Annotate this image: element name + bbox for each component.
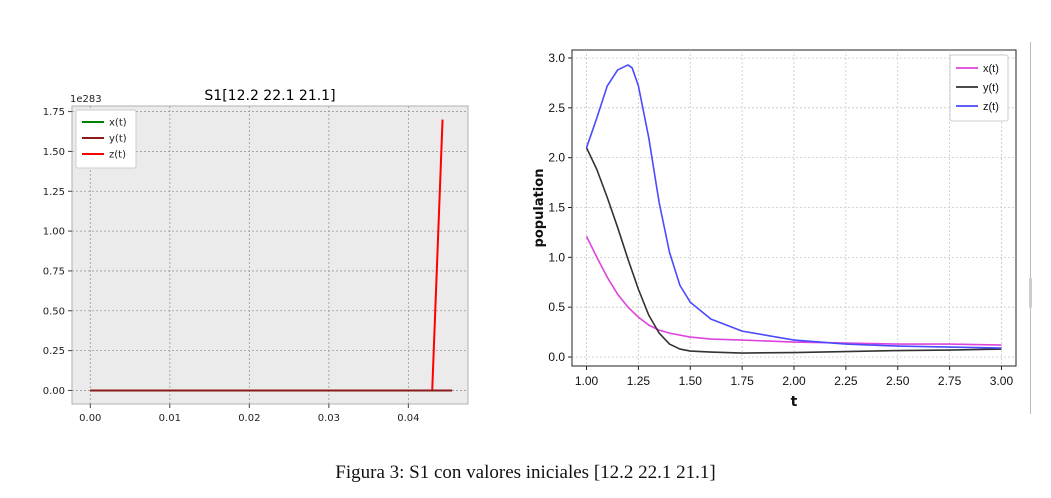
right-chart: 1.00 1.25 1.50 1.75 2.00 2.25 2.50 2.75 3.00 0.0 0…: [532, 49, 1017, 410]
y-tick-label-4: 1.00: [43, 227, 65, 238]
series-line-xt: [585, 236, 1002, 346]
legend-label-1: y(t): [983, 82, 999, 94]
y-tick-label-3: 0.75: [43, 266, 65, 277]
y-offset-label: 1e283: [70, 94, 102, 105]
chart-title: S1[12.2 22.1 21.1]: [204, 88, 335, 104]
y-tick-label-2: 0.50: [43, 306, 65, 317]
y-tick-label-1: 0.25: [43, 346, 65, 357]
y-tick-label-4: 2.0: [548, 151, 565, 165]
y-tick-label-6: 1.50: [43, 147, 65, 158]
legend-label-1: y(t): [109, 134, 127, 145]
legend: x(t) y(t) z(t): [949, 54, 1009, 122]
y-tick-label-5: 1.25: [43, 187, 65, 198]
x-tick-label-2: 0.02: [238, 413, 260, 424]
x-tick-label-2: 1.50: [679, 374, 703, 388]
y-tick-label-2: 1.0: [548, 250, 565, 264]
figure-caption: Figura 3: S1 con valores iniciales [12.2…: [335, 462, 716, 483]
x-tick-label-3: 1.75: [730, 374, 754, 388]
x-tick-label-0: 1.00: [575, 374, 599, 388]
x-tick-label-3: 0.03: [318, 413, 340, 424]
y-tick-label-3: 1.5: [548, 201, 565, 215]
x-tick-label-4: 0.04: [397, 413, 419, 424]
y-tick-label-5: 2.5: [548, 101, 565, 115]
y-tick-label-0: 0.0: [548, 350, 565, 364]
y-axis-label: population: [532, 169, 547, 248]
legend-label-2: z(t): [109, 150, 126, 161]
y-tick-label-0: 0.00: [43, 386, 65, 397]
x-tick-label-0: 0.00: [79, 413, 101, 424]
x-tick-label-5: 2.25: [834, 374, 858, 388]
x-tick-label-1: 1.25: [627, 374, 651, 388]
left-chart: 0.00 0.01 0.02 0.03 0.04 0.00 0.25 0.50 0.75 1.00…: [43, 88, 469, 424]
right-border-line: [1030, 42, 1031, 414]
legend-label-0: x(t): [983, 63, 999, 75]
x-tick-label-8: 3.00: [990, 374, 1014, 388]
y-tick-label-6: 3.0: [548, 51, 565, 65]
x-tick-label-6: 2.50: [886, 374, 910, 388]
series-line-zt: [585, 64, 1002, 349]
x-tick-label-4: 2.00: [782, 374, 806, 388]
x-tick-label-7: 2.75: [938, 374, 962, 388]
scroll-handle[interactable]: [1029, 278, 1032, 308]
y-tick-label-7: 1.75: [43, 107, 65, 118]
x-tick-label-1: 0.01: [159, 413, 181, 424]
legend-label-0: x(t): [109, 118, 127, 129]
y-tick-label-1: 0.5: [548, 300, 565, 314]
legend: x(t) y(t) z(t): [75, 109, 137, 169]
plot-area: [71, 105, 469, 405]
legend-box: [949, 54, 1009, 122]
x-axis-label: t: [791, 394, 798, 410]
series-line-yt: [585, 147, 1002, 354]
legend-label-2: z(t): [983, 101, 999, 113]
